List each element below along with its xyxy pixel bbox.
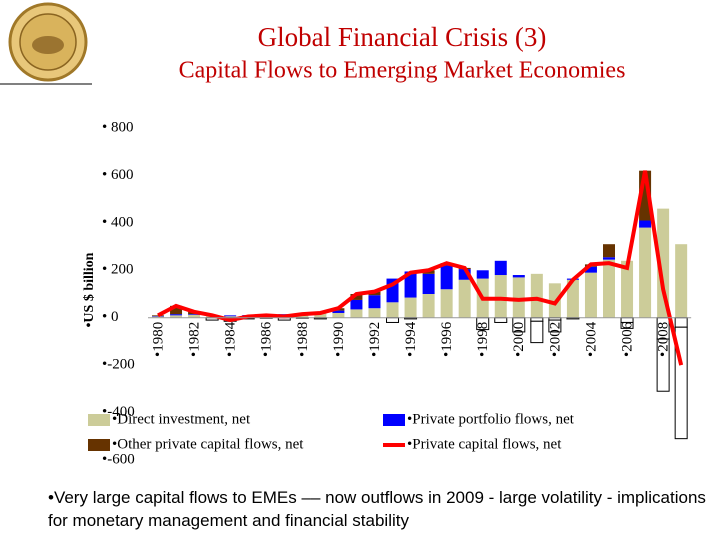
x-tick-label: •1998 bbox=[475, 322, 491, 357]
x-tick-label: •1990 bbox=[331, 322, 347, 357]
bar-segment bbox=[386, 302, 399, 318]
bar-segment bbox=[674, 317, 688, 328]
x-tick-label: •1996 bbox=[439, 321, 455, 357]
bar-segment bbox=[494, 317, 508, 323]
bar-segment bbox=[584, 272, 597, 318]
bar-segment bbox=[422, 273, 435, 294]
bar-segment bbox=[170, 305, 183, 315]
bar-segment bbox=[350, 294, 363, 300]
x-tick-label: •2008 bbox=[656, 322, 672, 357]
bar-segment bbox=[620, 321, 634, 329]
bar-segment bbox=[548, 319, 562, 333]
bar-segment bbox=[350, 299, 363, 310]
x-tick-label: •1994 bbox=[403, 321, 419, 357]
bar-segment bbox=[675, 244, 688, 318]
x-tick-label: •1980 bbox=[150, 322, 166, 357]
bar-segment bbox=[458, 269, 471, 280]
chart-subtitle: Capital Flows to Emerging Market Economi… bbox=[179, 58, 626, 84]
y-tick-label: • 0 bbox=[102, 309, 119, 325]
x-tick-label: •1982 bbox=[187, 322, 203, 357]
legend-label: •Direct investment, net bbox=[112, 411, 251, 427]
y-axis-label: •US $ billion bbox=[82, 252, 97, 327]
bar-segment bbox=[584, 266, 597, 273]
y-tick-label: • 800 bbox=[102, 119, 134, 135]
bar-segment bbox=[404, 297, 417, 318]
bar-segment bbox=[368, 308, 381, 318]
bar-segment bbox=[350, 309, 363, 318]
bar-segment bbox=[440, 265, 453, 290]
bar-segment bbox=[603, 244, 615, 258]
x-tick-label: •1992 bbox=[367, 322, 383, 357]
bar-segment bbox=[530, 317, 544, 322]
legend-swatch bbox=[88, 414, 110, 426]
legend-label: •Private portfolio flows, net bbox=[407, 411, 575, 427]
x-tick-label: •1986 bbox=[259, 321, 275, 357]
legend-label: •Private capital flows, net bbox=[407, 436, 562, 452]
y-tick-label: •-400 bbox=[102, 404, 135, 420]
bar-segment bbox=[386, 317, 400, 323]
x-tick-label: •1988 bbox=[295, 322, 311, 357]
y-tick-label: •-600 bbox=[102, 451, 135, 467]
bar-segment bbox=[603, 257, 615, 260]
y-tick-label: •-200 bbox=[102, 357, 135, 373]
bar-segment bbox=[494, 275, 507, 318]
bar-segment bbox=[530, 273, 543, 318]
legend-label: •Other private capital flows, net bbox=[112, 436, 304, 452]
bar-segment bbox=[188, 314, 201, 318]
bar-segment bbox=[512, 275, 525, 278]
bar-segment bbox=[458, 279, 471, 318]
bar-segment bbox=[152, 315, 164, 317]
bar-segment bbox=[422, 294, 435, 318]
bar-segment bbox=[512, 277, 525, 318]
bar-segment bbox=[170, 314, 183, 316]
y-tick-label: • 400 bbox=[102, 214, 134, 230]
bar-segment bbox=[224, 316, 237, 318]
bar-segment bbox=[170, 315, 183, 318]
logo bbox=[0, 2, 92, 85]
x-tick-label: •2006 bbox=[619, 321, 635, 357]
bar-segment bbox=[476, 270, 489, 279]
x-tick-label: •2000 bbox=[511, 322, 527, 357]
y-tick-label: • 600 bbox=[102, 167, 134, 183]
bar-segment bbox=[314, 313, 327, 318]
bar-segment bbox=[440, 289, 453, 318]
x-tick-label: •2004 bbox=[583, 321, 599, 357]
footnote: •Very large capital flows to EMEs –– now… bbox=[48, 488, 706, 530]
bar-segment bbox=[332, 310, 345, 313]
y-tick-label: • 200 bbox=[102, 262, 134, 278]
x-tick-label: •2002 bbox=[547, 322, 563, 357]
bar-segment bbox=[639, 227, 652, 318]
bar-segment bbox=[188, 314, 201, 315]
legend-swatch bbox=[383, 414, 405, 426]
bar-segment bbox=[224, 315, 237, 317]
bar-segment bbox=[530, 320, 544, 344]
line bbox=[157, 170, 684, 366]
bar-segment bbox=[404, 271, 417, 298]
bar-segment bbox=[656, 338, 670, 392]
bar-segment bbox=[566, 279, 579, 318]
bar-segment bbox=[152, 316, 164, 318]
bar-segment bbox=[657, 208, 670, 318]
bar-segment bbox=[494, 260, 507, 276]
bar-segment bbox=[603, 259, 615, 318]
x-tick-label: •1984 bbox=[223, 321, 239, 357]
bar-segment bbox=[332, 312, 345, 318]
bar-segment bbox=[621, 260, 634, 318]
legend-swatch bbox=[88, 439, 110, 451]
bar-segment bbox=[368, 295, 381, 309]
chart-title: Global Financial Crisis (3) bbox=[258, 22, 547, 52]
bar-segment bbox=[639, 220, 652, 228]
